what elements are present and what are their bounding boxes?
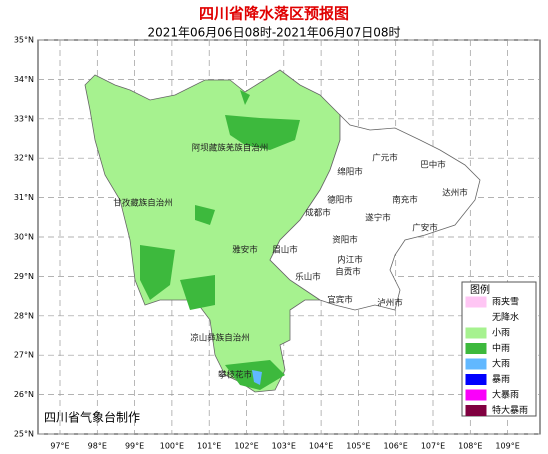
legend-label: 特大暴雨: [492, 404, 528, 416]
legend-swatch: [466, 312, 486, 323]
lon-label: 106°E: [384, 442, 408, 451]
moderate-rain: [240, 90, 250, 105]
legend-label: 雨夹雪: [492, 296, 519, 308]
lat-label: 26°N: [14, 390, 34, 399]
heavy-rain: [252, 370, 262, 385]
legend-swatch: [465, 389, 487, 401]
region-label: 遂宁市: [365, 213, 391, 224]
lat-label: 33°N: [14, 114, 34, 123]
region-label: 攀枝花市: [218, 370, 253, 381]
legend-swatch: [465, 358, 487, 370]
legend-label: 大暴雨: [492, 389, 519, 401]
legend-swatch: [465, 405, 487, 416]
moderate-rain: [225, 115, 300, 150]
lon-label: 101°E: [197, 442, 221, 451]
lon-label: 109°E: [495, 442, 519, 451]
region-label: 巴中市: [420, 160, 446, 171]
region-label: 甘孜藏族自治州: [113, 198, 173, 209]
region-label: 眉山市: [272, 245, 298, 256]
lon-label: 100°E: [160, 442, 184, 451]
legend-label: 小雨: [492, 328, 510, 339]
lon-label: 103°E: [272, 442, 296, 451]
lat-label: 28°N: [14, 311, 34, 320]
lon-label: 104°E: [309, 442, 333, 451]
lat-label: 35°N: [14, 36, 34, 45]
region-label: 雅安市: [232, 245, 258, 256]
lon-label: 99°E: [125, 442, 144, 451]
subtitle: 2021年06月06日08时-2021年06月07日08时: [147, 26, 400, 40]
region-label: 乐山市: [295, 272, 321, 283]
region-label: 绵阳市: [337, 167, 363, 178]
region-label: 泸州市: [377, 298, 403, 309]
region-label: 资阳市: [332, 235, 358, 246]
lat-label: 25°N: [14, 430, 34, 439]
region-label: 阿坝藏族羌族自治州: [192, 143, 269, 154]
region-label: 成都市: [305, 208, 331, 219]
lon-label: 102°E: [234, 442, 258, 451]
lon-label: 105°E: [346, 442, 370, 451]
title: 四川省降水落区预报图: [199, 5, 349, 23]
legend-swatch: [465, 327, 487, 339]
credit: 四川省气象台制作: [44, 410, 140, 425]
lat-label: 34°N: [14, 75, 34, 84]
moderate-rain: [195, 205, 215, 225]
region-label: 内江市: [337, 255, 363, 266]
lon-label: 97°E: [50, 442, 69, 451]
lat-label: 31°N: [14, 193, 34, 202]
legend-label: 无降水: [492, 311, 519, 323]
moderate-rain: [140, 245, 175, 300]
province-west: [84, 69, 341, 393]
lon-label: 98°E: [88, 442, 107, 451]
legend-swatch: [465, 296, 487, 308]
legend-swatch: [465, 343, 487, 354]
lat-label: 29°N: [14, 272, 34, 281]
region-label: 宜宾市: [327, 295, 353, 306]
legend-label: 大雨: [492, 358, 510, 370]
lon-label: 108°E: [458, 442, 482, 451]
lat-label: 32°N: [14, 154, 34, 163]
legend-label: 中雨: [492, 342, 510, 354]
lat-label: 30°N: [14, 233, 34, 242]
legend-label: 暴雨: [492, 374, 510, 385]
region-label: 德阳市: [327, 195, 353, 206]
region-label: 达州市: [442, 188, 468, 199]
region-label: 南充市: [392, 195, 418, 206]
region-label: 广安市: [412, 223, 438, 234]
region-label: 自贡市: [335, 267, 361, 278]
lat-label: 27°N: [14, 351, 34, 360]
province-east: [269, 114, 481, 311]
region-label: 广元市: [372, 153, 398, 164]
moderate-rain: [180, 275, 215, 310]
moderate-rain-areas: [140, 90, 300, 390]
legend-title: 图例: [470, 283, 490, 296]
lon-label: 107°E: [421, 442, 445, 451]
legend-swatch: [465, 374, 487, 385]
region-label: 凉山彝族自治州: [190, 333, 250, 344]
